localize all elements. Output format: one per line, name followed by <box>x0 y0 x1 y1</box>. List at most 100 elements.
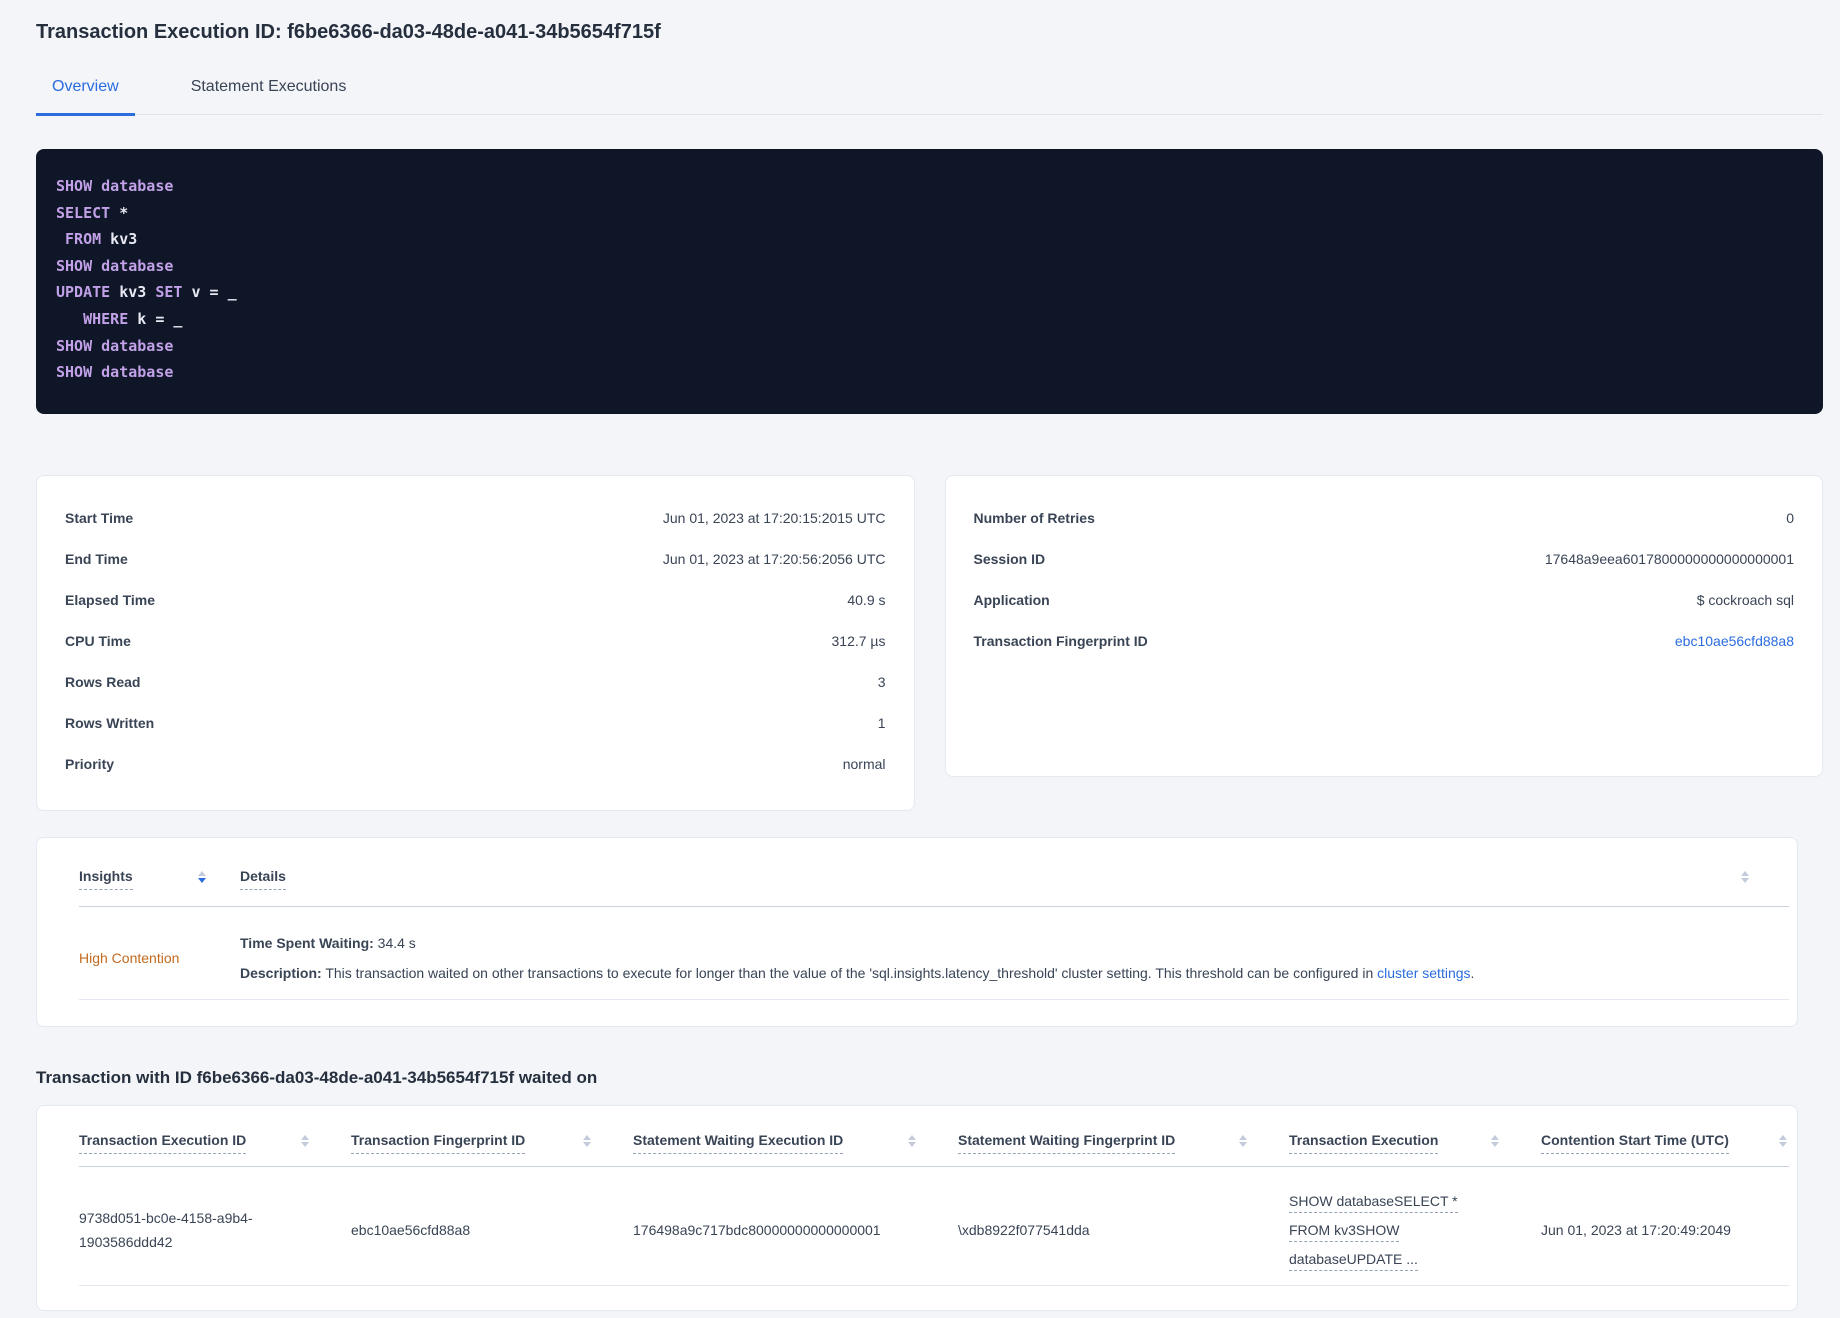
sql-statements-box: SHOW database SELECT * FROM kv3 SHOW dat… <box>36 149 1823 414</box>
tab-bar: Overview Statement Executions <box>36 76 1823 116</box>
sort-icon[interactable] <box>1779 1134 1787 1147</box>
summary-row: Elapsed Time 40.9 s <box>65 580 886 621</box>
summary-label: Start Time <box>65 510 134 527</box>
sort-icon[interactable] <box>198 870 206 883</box>
summary-label: Session ID <box>973 551 1046 568</box>
sql-line: WHERE k = _ <box>56 306 1803 333</box>
sql-token: kv3 <box>101 230 138 249</box>
sort-up-arrow-icon <box>198 870 206 876</box>
contention-start-time-cell: Jun 01, 2023 at 17:20:49:2049 <box>1541 1221 1731 1238</box>
sort-icon[interactable] <box>301 1134 309 1147</box>
sql-token: kv3 <box>110 283 156 302</box>
cluster-settings-link[interactable]: cluster settings <box>1377 964 1471 981</box>
txn-fingerprint-id-cell: ebc10ae56cfd88a8 <box>351 1221 471 1238</box>
insight-description: Description: This transaction waited on … <box>240 964 1475 981</box>
sort-icon[interactable] <box>1239 1134 1247 1147</box>
sort-down-arrow-icon <box>1779 1141 1787 1147</box>
tab-overview[interactable]: Overview <box>36 76 135 116</box>
transaction-execution-link[interactable]: FROM kv3SHOW <box>1289 1221 1400 1242</box>
sql-token: SELECT <box>56 203 111 222</box>
summary-value: Jun 01, 2023 at 17:20:56:2056 UTC <box>662 551 886 568</box>
sql-line: SHOW database <box>56 359 1803 386</box>
sql-token: v = _ <box>182 283 237 302</box>
column-header-transaction-execution[interactable]: Transaction Execution <box>1289 1132 1439 1154</box>
waited-on-table-row: 9738d051-bc0e-4158-a9b4-1903586ddd42 ebc… <box>79 1167 1789 1286</box>
transaction-fingerprint-link[interactable]: ebc10ae56cfd88a8 <box>1674 633 1794 650</box>
summary-row: End Time Jun 01, 2023 at 17:20:56:2056 U… <box>65 539 886 580</box>
sort-up-arrow-icon <box>583 1134 591 1140</box>
sql-token: SHOW database <box>56 363 174 382</box>
sort-down-arrow-icon <box>198 877 206 883</box>
summary-row: Start Time Jun 01, 2023 at 17:20:15:2015… <box>65 498 886 539</box>
sql-token: UPDATE <box>56 283 111 302</box>
summary-row: Priority normal <box>65 744 886 785</box>
sort-down-arrow-icon <box>1741 877 1749 883</box>
summary-label: End Time <box>65 551 128 568</box>
summary-row: Application $ cockroach sql <box>974 580 1795 621</box>
column-header-transaction-execution-id[interactable]: Transaction Execution ID <box>79 1132 247 1154</box>
summary-value: 312.7 µs <box>831 633 886 650</box>
sort-icon[interactable] <box>583 1134 591 1147</box>
sort-up-arrow-icon <box>1239 1134 1247 1140</box>
summary-label: Rows Written <box>65 715 155 732</box>
time-spent-waiting: Time Spent Waiting: 34.4 s <box>240 934 416 951</box>
sort-down-arrow-icon <box>1239 1141 1247 1147</box>
sort-up-arrow-icon <box>301 1134 309 1140</box>
summary-value: Jun 01, 2023 at 17:20:15:2015 UTC <box>662 510 886 527</box>
insight-details: Time Spent Waiting: 34.4 s Description: … <box>240 933 1474 983</box>
summary-row: Rows Read 3 <box>65 662 886 703</box>
transaction-execution-link[interactable]: SHOW databaseSELECT * <box>1289 1192 1458 1213</box>
sort-icon[interactable] <box>1741 870 1749 883</box>
column-header-insights[interactable]: Insights <box>79 868 133 890</box>
sort-up-arrow-icon <box>908 1134 916 1140</box>
sql-line: SHOW database <box>56 253 1803 280</box>
summary-value: $ cockroach sql <box>1696 592 1794 609</box>
sort-up-arrow-icon <box>1779 1134 1787 1140</box>
column-header-contention-start-time[interactable]: Contention Start Time (UTC) <box>1541 1132 1729 1154</box>
sql-token: SHOW database <box>56 336 174 355</box>
summary-label: Rows Read <box>65 674 141 691</box>
waited-on-table-header: Transaction Execution ID Transaction Fin… <box>79 1106 1789 1167</box>
sort-down-arrow-icon <box>908 1141 916 1147</box>
sort-down-arrow-icon <box>583 1141 591 1147</box>
column-header-transaction-fingerprint-id[interactable]: Transaction Fingerprint ID <box>351 1132 526 1154</box>
sort-icon[interactable] <box>908 1134 916 1147</box>
summary-row: CPU Time 312.7 µs <box>65 621 886 662</box>
sql-token: * <box>110 203 129 222</box>
page-title: Transaction Execution ID: f6be6366-da03-… <box>36 21 661 43</box>
summary-value: 3 <box>877 674 886 691</box>
sort-down-arrow-icon <box>301 1141 309 1147</box>
sql-line: SHOW database <box>56 173 1803 200</box>
sort-up-arrow-icon <box>1741 870 1749 876</box>
summary-label: Transaction Fingerprint ID <box>973 633 1148 650</box>
stmt-waiting-fingerprint-id-cell: \xdb8922f077541dda <box>958 1221 1090 1238</box>
summary-row: Transaction Fingerprint ID ebc10ae56cfd8… <box>974 621 1795 662</box>
session-summary-card: Number of Retries 0 Session ID 17648a9ee… <box>944 474 1823 777</box>
summary-value: 0 <box>1786 510 1794 527</box>
sort-down-arrow-icon <box>1491 1141 1499 1147</box>
insights-table-header: Insights Details <box>79 838 1789 907</box>
summary-value: normal <box>842 756 886 773</box>
sql-token <box>56 310 83 328</box>
tab-statement-executions[interactable]: Statement Executions <box>190 78 347 95</box>
sql-token <box>56 230 65 248</box>
sql-line: UPDATE kv3 SET v = _ <box>56 279 1803 306</box>
summary-label: Elapsed Time <box>65 592 156 609</box>
sql-token: SHOW database <box>56 177 174 195</box>
sort-icon[interactable] <box>1491 1134 1499 1147</box>
sql-line: FROM kv3 <box>56 226 1803 253</box>
column-header-statement-waiting-execution-id[interactable]: Statement Waiting Execution ID <box>633 1132 844 1154</box>
txn-execution-id-cell: 9738d051-bc0e-4158-a9b4-1903586ddd42 <box>79 1209 253 1250</box>
summary-row: Number of Retries 0 <box>974 498 1795 539</box>
waited-on-section-title: Transaction with ID f6be6366-da03-48de-a… <box>36 1067 598 1087</box>
summary-row: Rows Written 1 <box>65 703 886 744</box>
summary-label: Priority <box>65 756 115 773</box>
summary-label: Number of Retries <box>973 510 1095 527</box>
sort-up-arrow-icon <box>1491 1134 1499 1140</box>
column-header-statement-waiting-fingerprint-id[interactable]: Statement Waiting Fingerprint ID <box>958 1132 1176 1154</box>
column-header-details[interactable]: Details <box>240 868 286 890</box>
insights-table-card: Insights Details High Contention Time Sp… <box>36 836 1798 1027</box>
sql-line: SHOW database <box>56 333 1803 360</box>
transaction-execution-link[interactable]: databaseUPDATE ... <box>1289 1250 1418 1271</box>
